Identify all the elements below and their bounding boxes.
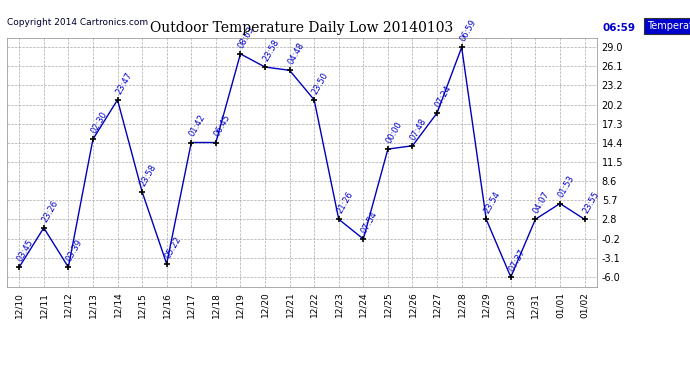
Text: 04:48: 04:48	[286, 41, 306, 66]
Text: 07:54: 07:54	[359, 210, 380, 235]
Text: 23:55: 23:55	[581, 190, 601, 215]
Title: Outdoor Temperature Daily Low 20140103: Outdoor Temperature Daily Low 20140103	[150, 21, 453, 35]
Text: 01:53: 01:53	[556, 174, 576, 200]
Text: 05:22: 05:22	[163, 235, 183, 260]
Text: 00:00: 00:00	[384, 120, 404, 145]
Text: 03:39: 03:39	[65, 238, 84, 263]
Text: 03:45: 03:45	[16, 238, 35, 263]
Text: Temperature (°F): Temperature (°F)	[647, 21, 690, 31]
Text: 08:03: 08:03	[237, 24, 257, 50]
Text: 06:59: 06:59	[603, 22, 635, 33]
Text: Copyright 2014 Cartronics.com: Copyright 2014 Cartronics.com	[7, 18, 148, 27]
Text: 23:58: 23:58	[139, 162, 158, 188]
Text: 06:59: 06:59	[458, 18, 477, 43]
Text: 23:47: 23:47	[114, 70, 134, 96]
Text: 23:58: 23:58	[262, 38, 281, 63]
Text: 06:45: 06:45	[213, 113, 232, 138]
Text: 07:37: 07:37	[507, 248, 527, 273]
Text: 07:24: 07:24	[433, 84, 453, 109]
Text: 07:48: 07:48	[409, 116, 428, 142]
Text: 01:42: 01:42	[188, 113, 207, 138]
Text: 02:30: 02:30	[89, 110, 109, 135]
Text: 04:07: 04:07	[532, 190, 551, 215]
Text: 23:54: 23:54	[482, 190, 502, 215]
Text: 23:50: 23:50	[310, 70, 331, 96]
Text: 23:26: 23:26	[40, 198, 60, 223]
Text: 21:26: 21:26	[335, 190, 355, 215]
